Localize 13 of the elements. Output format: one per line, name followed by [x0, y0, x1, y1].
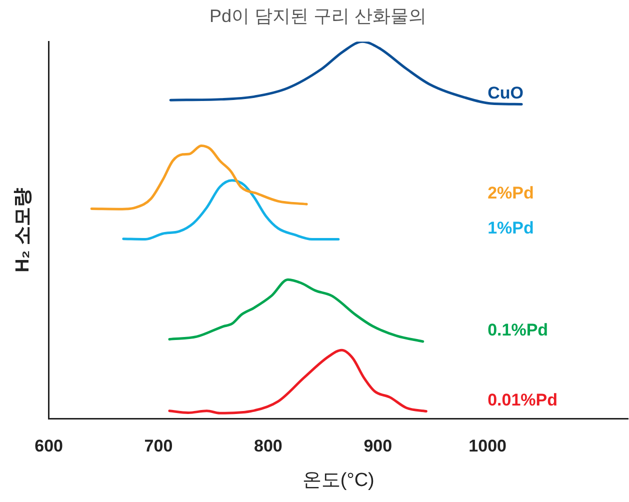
text: 0.1%Pd: [488, 320, 548, 340]
x-tick-label: 1000: [468, 436, 506, 456]
x-tick-label: 600: [34, 436, 63, 456]
text: 0.01%Pd: [488, 390, 558, 410]
y-axis-title: H₂ 소모량: [12, 188, 34, 272]
x-tick-label: 800: [254, 436, 282, 456]
x-tick-label: 900: [364, 436, 392, 456]
text: 2%Pd: [488, 183, 534, 202]
x-tick-label: 700: [144, 436, 173, 456]
series-label: CuO: [488, 83, 524, 102]
chart-title: Pd이 담지된 구리 산화물의: [209, 6, 427, 26]
text: 1%Pd: [488, 218, 534, 238]
x-axis-title: 온도(°C): [302, 470, 374, 491]
